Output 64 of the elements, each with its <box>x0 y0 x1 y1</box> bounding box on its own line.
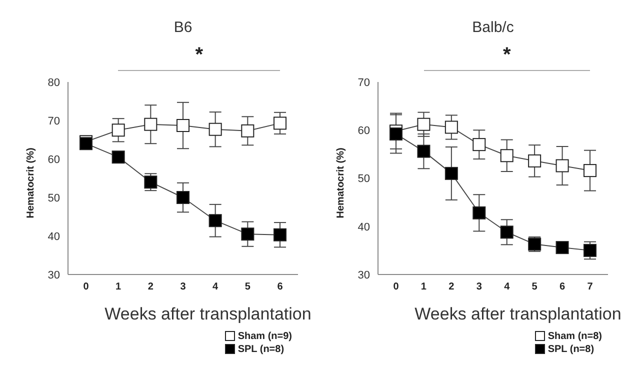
x-tick-label: 1 <box>420 282 427 293</box>
legend-label: SPL (n=8) <box>548 342 594 356</box>
chart-title: Balb/c <box>472 19 514 36</box>
x-tick-label: 0 <box>83 282 90 293</box>
y-tick-label: 60 <box>358 125 370 138</box>
x-tick-label: 6 <box>277 282 284 293</box>
point <box>472 206 486 220</box>
point <box>241 228 254 241</box>
point <box>112 150 125 164</box>
legend-label: Sham (n=9) <box>238 330 292 342</box>
y-tick-label: 80 <box>48 76 60 89</box>
y-axis-title: Hematocrit (%) <box>26 148 37 218</box>
x-tick-label: 3 <box>180 282 186 293</box>
point <box>584 244 596 257</box>
y-tick-label: 70 <box>48 115 60 128</box>
x-tick-label: 0 <box>393 282 400 293</box>
text: * <box>502 44 512 67</box>
y-tick-label: 40 <box>358 221 370 234</box>
x-axis-title: Weeks after transplantation <box>414 304 622 324</box>
y-tick-label: 30 <box>48 269 60 282</box>
x-tick-label: 2 <box>448 282 455 293</box>
point <box>444 166 458 180</box>
point <box>274 116 286 130</box>
x-axis-title: Weeks after transplantation <box>104 304 312 324</box>
point <box>144 118 158 131</box>
point <box>556 241 569 254</box>
y-tick-label: 50 <box>48 192 60 204</box>
x-tick-label: 4 <box>504 282 510 293</box>
point <box>144 176 158 189</box>
point <box>241 124 254 138</box>
x-tick-label: 3 <box>476 282 482 293</box>
x-tick-label: 6 <box>560 282 566 293</box>
y-tick-label: 30 <box>358 269 370 282</box>
chart-title: B6 <box>174 19 192 36</box>
point <box>417 118 430 131</box>
point <box>500 226 514 239</box>
y-tick-label: 60 <box>48 154 60 166</box>
point <box>556 159 569 172</box>
point <box>417 144 430 158</box>
x-tick-label: 5 <box>244 282 251 293</box>
y-tick-label: 50 <box>358 173 370 186</box>
point <box>472 138 486 152</box>
y-tick-label: 40 <box>48 230 60 243</box>
point <box>500 149 514 162</box>
point <box>390 127 402 140</box>
point <box>444 120 458 134</box>
y-axis-title: Hematocrit (%) <box>336 148 347 218</box>
point <box>176 191 190 204</box>
point <box>176 119 190 132</box>
x-tick-label: 7 <box>587 282 594 293</box>
point <box>208 214 222 228</box>
x-tick-label: 4 <box>212 282 219 293</box>
x-tick-label: 1 <box>116 282 122 293</box>
legend-label: SPL (n=8) <box>238 342 284 356</box>
y-tick-label: 70 <box>358 76 370 89</box>
point <box>274 228 286 242</box>
x-tick-label: 5 <box>532 282 538 293</box>
legend-label: Sham (n=8) <box>548 330 602 342</box>
point <box>208 122 222 136</box>
point <box>112 124 125 137</box>
point <box>584 164 596 178</box>
point <box>528 154 542 168</box>
text: * <box>194 44 204 67</box>
x-tick-label: 2 <box>148 282 154 293</box>
